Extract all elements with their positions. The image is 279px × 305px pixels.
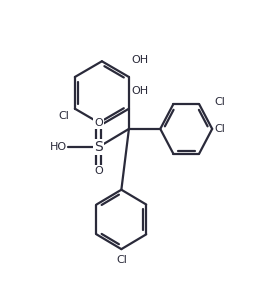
Text: S: S	[94, 140, 103, 154]
Text: Cl: Cl	[58, 111, 69, 121]
Text: Cl: Cl	[214, 124, 225, 134]
Text: Cl: Cl	[214, 97, 225, 107]
Text: Cl: Cl	[116, 256, 127, 265]
Text: OH: OH	[131, 86, 148, 96]
Text: O: O	[94, 166, 103, 176]
Text: HO: HO	[50, 142, 67, 152]
Text: OH: OH	[131, 55, 148, 65]
Text: O: O	[94, 118, 103, 128]
